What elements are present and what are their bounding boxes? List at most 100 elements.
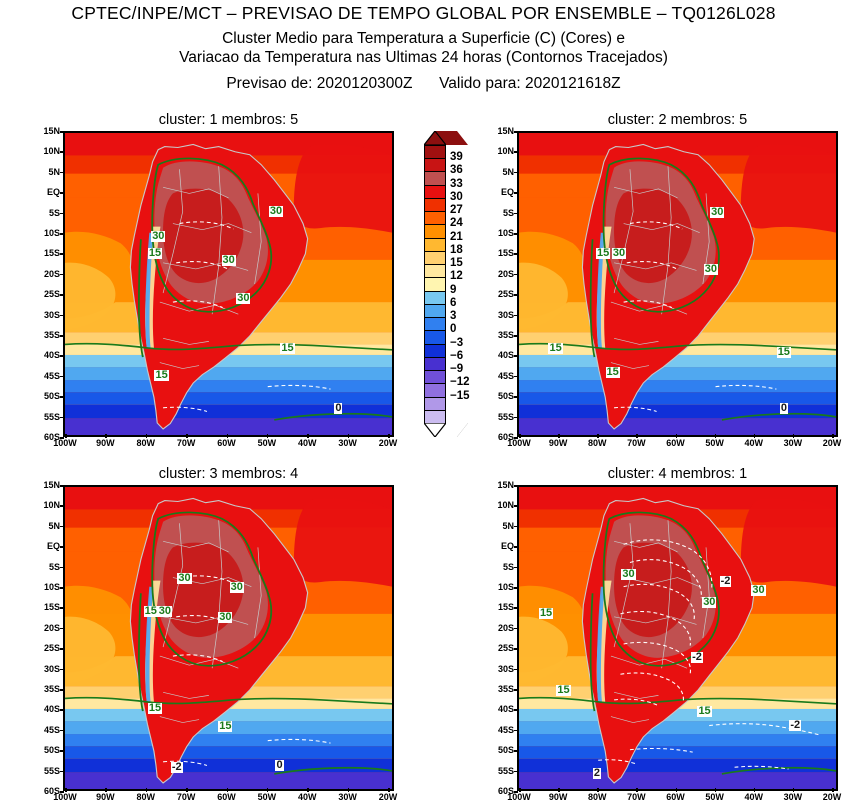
y-axis-tick-label: 25S — [43, 289, 60, 300]
colorbar-swatch — [424, 383, 446, 398]
x-axis-tick-label: 80W — [587, 438, 607, 448]
x-axis-tick — [186, 434, 188, 438]
y-axis-tick-label: EQ — [46, 541, 60, 552]
colorbar-tick-label: −12 — [450, 376, 470, 389]
y-axis-tick-label: 60S — [43, 786, 60, 796]
x-axis-tick-label: 30W — [338, 438, 357, 448]
map-panel-cluster-2[interactable]: 30 15 30 30 15 15 15 0 — [517, 131, 838, 437]
contour-label: 30 — [151, 230, 166, 243]
y-axis-tick-label: 5S — [48, 207, 60, 218]
contour-label: 30 — [710, 206, 725, 219]
y-axis-tick-label: 5N — [48, 166, 60, 177]
y-axis-tick — [514, 627, 518, 630]
y-axis-tick-label: 5S — [48, 561, 60, 572]
contour-label: 15 — [218, 720, 233, 733]
y-axis-tick-label: 40S — [43, 350, 60, 361]
y-axis-tick — [514, 485, 518, 487]
y-axis-tick — [60, 294, 64, 296]
y-axis-tick — [60, 791, 64, 793]
x-axis-tick-label: 100W — [53, 792, 77, 802]
colorbar-under-arrow-outline — [422, 422, 448, 438]
contour-label: 15 — [147, 246, 163, 259]
y-axis-tick-label: 15S — [43, 248, 60, 259]
y-axis-tick — [60, 627, 64, 630]
y-axis-tick-label: 40S — [497, 350, 514, 361]
x-axis-tick-label: 60W — [666, 438, 685, 448]
y-axis-tick-label: 10S — [43, 582, 60, 592]
x-axis-tick — [65, 434, 67, 438]
colorbar-tick-label: 0 — [450, 323, 457, 336]
map-panel-cluster-3[interactable]: 30 30 15 30 30 15 15 -2 0 — [63, 485, 394, 791]
y-axis-tick-label: 15N — [497, 126, 514, 136]
map-panel-cluster-4[interactable]: 30 -2 30 30 15 -2 15 15 -2 2 — [517, 485, 838, 791]
x-axis-tick — [186, 788, 188, 792]
contour-label: 30 — [218, 611, 233, 624]
y-axis-tick — [514, 212, 518, 215]
y-axis-tick-label: 30S — [43, 663, 60, 674]
contour-label: 15 — [154, 369, 169, 382]
valid-for: Valido para: 2020121618Z — [439, 75, 621, 92]
y-axis-tick — [60, 131, 64, 133]
contour-label: 30 — [703, 263, 719, 276]
x-axis-tick — [347, 434, 350, 438]
x-axis-tick-label: 70W — [176, 792, 196, 802]
contour-label: 15 — [143, 605, 158, 618]
x-axis-tick — [753, 788, 756, 792]
colorbar-swatch — [424, 184, 446, 199]
y-axis-tick — [60, 192, 64, 194]
y-axis-tick — [514, 253, 518, 255]
x-axis-tick — [307, 788, 309, 792]
colorbar-swatch — [424, 158, 446, 173]
y-axis-tick — [60, 375, 64, 378]
contour-label: 0 — [275, 759, 284, 772]
colorbar: 39 36 33 30 27 24 21 18 15 12 9 6 3 0 −3 −6 −9 −12 −15 — [422, 130, 484, 438]
y-axis-tick — [60, 729, 64, 732]
y-axis-tick-label: 30S — [497, 309, 514, 320]
y-axis-tick — [514, 335, 518, 337]
y-axis-tick — [60, 314, 64, 317]
x-axis-tick-label: 40W — [744, 438, 763, 448]
y-axis-tick — [514, 355, 518, 357]
coastline — [129, 143, 309, 430]
colorbar-swatch — [424, 250, 446, 266]
x-axis-tick — [714, 788, 717, 792]
x-axis-tick — [519, 434, 521, 438]
y-axis-tick-label: 10S — [43, 228, 60, 238]
colorbar-tick-label: 39 — [450, 151, 463, 164]
x-axis-tick — [792, 434, 795, 438]
y-axis-tick-label: 15N — [497, 480, 514, 490]
x-axis-tick-label: 90W — [96, 438, 115, 448]
contour-label: -2 — [719, 575, 732, 588]
x-axis-tick-label: 100W — [53, 438, 77, 448]
y-axis-tick-label: 20S — [43, 268, 60, 279]
colorbar-tick-label: −9 — [450, 363, 464, 376]
y-axis-tick-label: 45S — [497, 724, 514, 735]
country-borders — [610, 520, 710, 723]
x-axis-tick — [266, 788, 269, 792]
x-axis-tick-label: 30W — [338, 792, 357, 802]
y-axis-tick — [514, 396, 518, 398]
x-axis-tick-label: 80W — [136, 438, 155, 448]
x-axis-tick — [792, 788, 795, 792]
coastline — [581, 497, 755, 784]
colorbar-tick-label: 6 — [450, 296, 457, 309]
colorbar-tick-label: 27 — [450, 204, 463, 217]
y-axis-tick — [514, 375, 518, 378]
colorbar-swatch — [424, 290, 446, 305]
y-axis-tick — [514, 131, 518, 133]
x-axis-tick-label: 50W — [705, 438, 724, 448]
y-axis-tick — [60, 253, 64, 255]
y-axis-tick-label: 15S — [497, 248, 514, 259]
map-panel-cluster-1[interactable]: 30 30 15 30 30 15 15 0 — [63, 131, 394, 437]
y-axis-tick — [60, 587, 64, 589]
y-axis-tick — [60, 750, 64, 752]
y-axis-tick — [514, 668, 518, 671]
contour-label: 15 — [147, 701, 163, 714]
y-axis-tick-label: EQ — [46, 187, 60, 198]
y-axis-tick-label: 30S — [43, 309, 60, 320]
country-borders — [159, 166, 262, 369]
x-axis-tick-label: 70W — [627, 792, 646, 802]
y-axis-tick-label: 55S — [497, 411, 514, 422]
colorbar-tick-label: 15 — [450, 257, 463, 270]
header-line-3: Variacao da Temperatura nas Ultimas 24 h… — [179, 49, 668, 66]
